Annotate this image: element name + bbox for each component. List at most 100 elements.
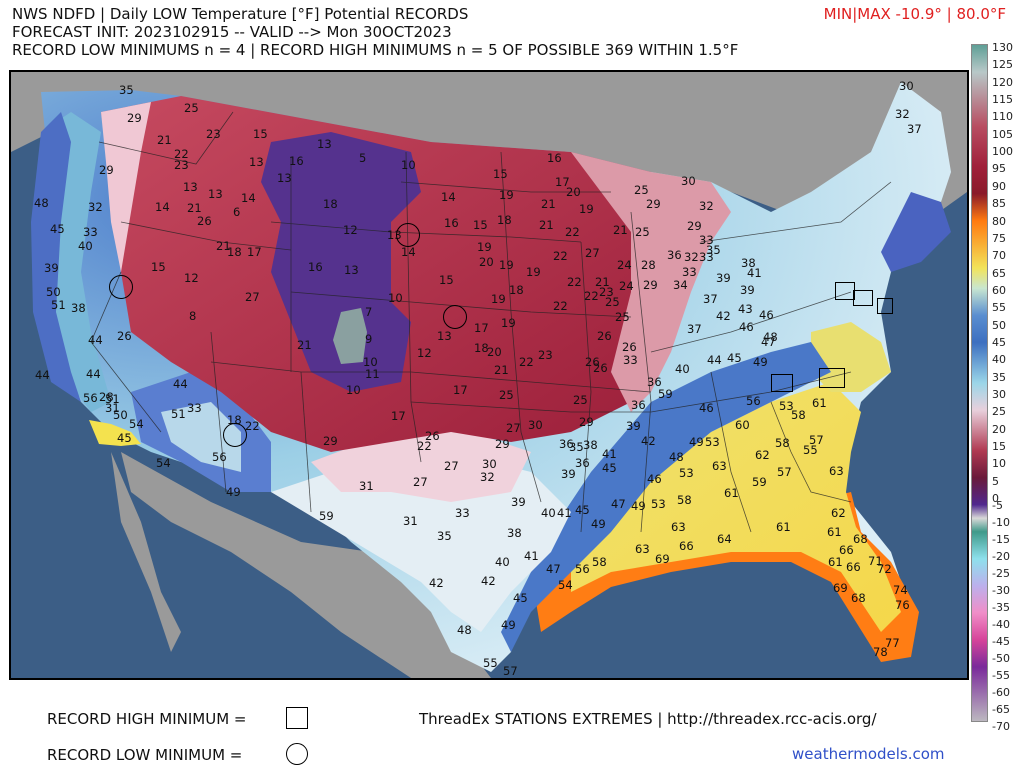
station-value: 27 bbox=[444, 459, 459, 473]
site-credit: weathermodels.com bbox=[792, 745, 945, 763]
station-value: 15 bbox=[253, 127, 268, 141]
station-value: 22 bbox=[245, 419, 260, 433]
station-value: 25 bbox=[634, 183, 649, 197]
colorbar-tick: 110 bbox=[992, 110, 1013, 124]
temperature-map: 35 25 29 15 13 5 10 16 23 21 22 23 13 16 13 29 13 13 14 18 1… bbox=[9, 70, 969, 680]
station-value: 44 bbox=[86, 367, 101, 381]
station-value: 49 bbox=[631, 499, 646, 513]
station-value: 14 bbox=[441, 190, 456, 204]
station-value: 33 bbox=[699, 250, 714, 264]
station-value: 23 bbox=[538, 348, 553, 362]
station-value: 48 bbox=[34, 196, 49, 210]
station-value: 61 bbox=[828, 555, 843, 569]
station-value: 39 bbox=[740, 283, 755, 297]
station-value: 17 bbox=[474, 321, 489, 335]
station-value: 21 bbox=[494, 363, 509, 377]
station-value: 46 bbox=[699, 401, 714, 415]
station-value: 40 bbox=[541, 506, 556, 520]
station-value: 36 bbox=[559, 437, 574, 451]
station-value: 53 bbox=[651, 497, 666, 511]
station-value: 48 bbox=[669, 450, 684, 464]
colorbar-tick: 55 bbox=[992, 301, 1006, 315]
record-low-minimum-marker bbox=[223, 423, 247, 447]
station-value: 27 bbox=[585, 246, 600, 260]
station-value: 23 bbox=[599, 285, 614, 299]
station-value: 48 bbox=[457, 623, 472, 637]
station-value: 50 bbox=[113, 408, 128, 422]
station-value: 18 bbox=[323, 197, 338, 211]
station-value: 18 bbox=[474, 341, 489, 355]
station-value: 54 bbox=[558, 578, 573, 592]
station-value: 38 bbox=[507, 526, 522, 540]
colorbar-tick: -15 bbox=[992, 533, 1010, 546]
station-value: 54 bbox=[129, 417, 144, 431]
station-value: 51 bbox=[171, 407, 186, 421]
station-value: 41 bbox=[557, 506, 572, 520]
station-value: 53 bbox=[705, 435, 720, 449]
temperature-colorbar bbox=[971, 44, 988, 722]
record-high-minimum-marker bbox=[771, 374, 793, 392]
station-value: 36 bbox=[667, 248, 682, 262]
station-value: 45 bbox=[513, 591, 528, 605]
station-value: 9 bbox=[365, 332, 373, 346]
station-value: 53 bbox=[679, 466, 694, 480]
station-value: 22 bbox=[553, 249, 568, 263]
station-value: 33 bbox=[83, 225, 98, 239]
colorbar-tick: -50 bbox=[992, 652, 1010, 665]
station-value: 36 bbox=[647, 375, 662, 389]
station-value: 44 bbox=[707, 353, 722, 367]
colorbar-tick: 75 bbox=[992, 231, 1006, 245]
station-value: 5 bbox=[359, 151, 367, 165]
station-value: 32 bbox=[480, 470, 495, 484]
station-value: 29 bbox=[495, 437, 510, 451]
station-value: 46 bbox=[759, 308, 774, 322]
colorbar-tick: -10 bbox=[992, 516, 1010, 529]
station-value: 30 bbox=[681, 174, 696, 188]
station-value: 68 bbox=[853, 532, 868, 546]
station-value: 45 bbox=[602, 461, 617, 475]
station-value: 57 bbox=[503, 664, 518, 678]
station-value: 15 bbox=[473, 218, 488, 232]
station-value: 47 bbox=[546, 562, 561, 576]
colorbar-tick: 40 bbox=[992, 353, 1006, 367]
colorbar-tick: 95 bbox=[992, 162, 1006, 176]
station-value: 22 bbox=[567, 275, 582, 289]
colorbar-tick: -25 bbox=[992, 567, 1010, 580]
station-value: 46 bbox=[739, 320, 754, 334]
station-value: 14 bbox=[241, 191, 256, 205]
station-value: 37 bbox=[687, 322, 702, 336]
station-value: 33 bbox=[699, 233, 714, 247]
record-high-minimum-marker bbox=[877, 298, 893, 314]
station-value: 59 bbox=[752, 475, 767, 489]
station-value: 38 bbox=[71, 301, 86, 315]
station-value: 32 bbox=[895, 107, 910, 121]
station-value: 30 bbox=[528, 418, 543, 432]
station-value: 40 bbox=[495, 555, 510, 569]
station-value: 40 bbox=[675, 362, 690, 376]
station-value: 22 bbox=[174, 147, 189, 161]
station-value: 19 bbox=[526, 265, 541, 279]
record-low-minimum-label: RECORD LOW MINIMUM = bbox=[47, 746, 243, 764]
station-value: 6 bbox=[233, 205, 241, 219]
station-value: 44 bbox=[173, 377, 188, 391]
station-value: 53 bbox=[779, 399, 794, 413]
station-value: 13 bbox=[183, 180, 198, 194]
station-value: 31 bbox=[359, 479, 374, 493]
station-value: 37 bbox=[703, 292, 718, 306]
station-value: 39 bbox=[44, 261, 59, 275]
station-value: 60 bbox=[735, 418, 750, 432]
colorbar-tick: -70 bbox=[992, 720, 1010, 733]
station-value: 68 bbox=[851, 591, 866, 605]
station-value: 35 bbox=[119, 83, 134, 97]
colorbar-tick: 80 bbox=[992, 214, 1006, 228]
station-value: 33 bbox=[682, 265, 697, 279]
station-value: 12 bbox=[417, 346, 432, 360]
station-value: 57 bbox=[777, 465, 792, 479]
station-value: 54 bbox=[156, 456, 171, 470]
station-value: 26 bbox=[597, 329, 612, 343]
colorbar-tick: 30 bbox=[992, 388, 1006, 401]
station-value: 59 bbox=[658, 387, 673, 401]
station-value: 21 bbox=[187, 201, 202, 215]
record-counts: RECORD LOW MINIMUMS n = 4 | RECORD HIGH … bbox=[12, 41, 739, 59]
station-value: 72 bbox=[877, 562, 892, 576]
